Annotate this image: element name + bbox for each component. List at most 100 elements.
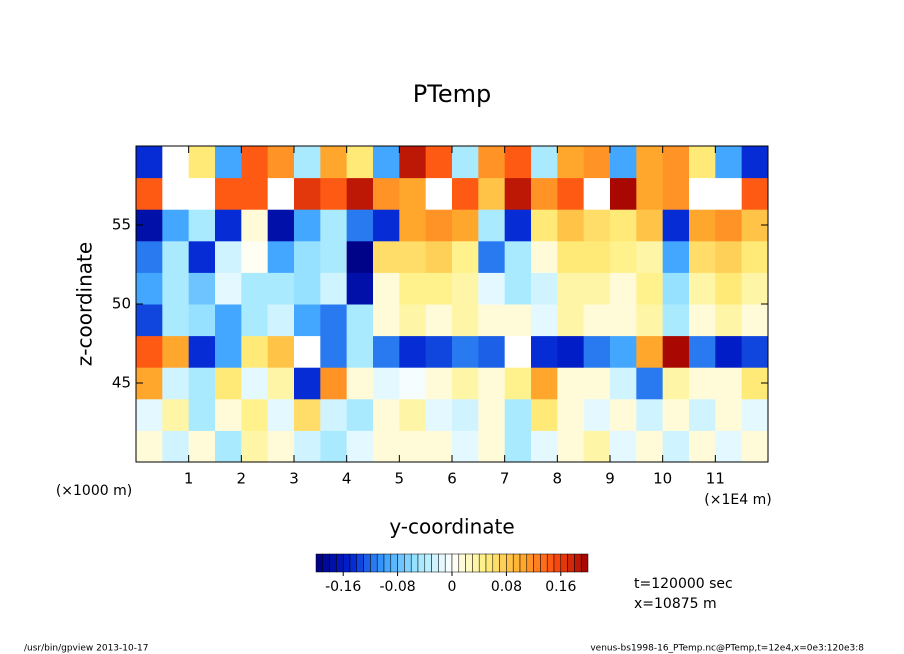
colorbar-box [546, 553, 555, 573]
x-unit: (×1E4 m) [704, 492, 771, 508]
cell [241, 304, 269, 337]
cell [346, 272, 374, 305]
colorbar-box [383, 553, 392, 573]
colorbar-box [329, 553, 337, 573]
colorbar-box [397, 553, 405, 573]
cell [136, 335, 163, 368]
colorbar-box [349, 553, 358, 573]
cell [636, 398, 664, 431]
cell [557, 272, 585, 305]
cell [320, 240, 348, 273]
cell [610, 335, 637, 368]
cell [320, 146, 348, 179]
colorbar-tick-label: -0.16 [325, 579, 361, 595]
cell [662, 335, 690, 368]
cell [583, 367, 611, 400]
cell [215, 398, 242, 431]
cell [346, 335, 374, 368]
cell [452, 177, 479, 210]
x-tick-label: 11 [706, 470, 725, 488]
cell [399, 177, 427, 210]
cell [399, 146, 427, 179]
cell [452, 304, 479, 337]
colorbar-box [560, 553, 568, 573]
cell [689, 398, 716, 431]
cell [294, 272, 321, 305]
colorbar-tick-label: -0.08 [379, 579, 415, 595]
cell [267, 430, 295, 463]
cell [531, 398, 558, 431]
cell [346, 367, 374, 400]
cell [346, 146, 374, 179]
cell [294, 240, 321, 273]
cell [188, 430, 216, 463]
cell [188, 335, 216, 368]
x-tick-label: 10 [653, 470, 672, 488]
cell [136, 146, 163, 179]
cell [241, 367, 269, 400]
cell [478, 209, 506, 242]
colorbar-box [492, 553, 500, 573]
cell [715, 177, 743, 210]
cell [294, 367, 321, 400]
cell [583, 398, 611, 431]
cell [531, 209, 558, 242]
cell [320, 367, 348, 400]
cell [531, 177, 558, 210]
cell [557, 335, 585, 368]
cell [504, 335, 532, 368]
x-tick-label: 5 [395, 470, 405, 488]
colorbar-box [472, 553, 480, 573]
cell [504, 272, 532, 305]
cell [136, 272, 163, 305]
cell [689, 335, 716, 368]
cell [425, 240, 453, 273]
cell [267, 335, 295, 368]
cell [162, 177, 190, 210]
cell [188, 146, 216, 179]
cell [557, 398, 585, 431]
cell [162, 272, 190, 305]
cell [267, 177, 295, 210]
cell [583, 430, 611, 463]
cell [162, 209, 190, 242]
cell [162, 146, 190, 179]
cell [320, 209, 348, 242]
colorbar-box [342, 553, 351, 573]
cell [399, 335, 427, 368]
cell [741, 240, 769, 273]
cell [636, 430, 664, 463]
x-tick-label: 6 [447, 470, 457, 488]
cell [346, 209, 374, 242]
colorbar-box [478, 553, 487, 573]
cell [741, 304, 769, 337]
y-tick-label: 55 [112, 216, 131, 234]
cell [215, 272, 242, 305]
x-tick-label: 1 [184, 470, 194, 488]
cell [662, 272, 690, 305]
colorbar-box [410, 553, 419, 573]
cell [215, 146, 242, 179]
cell [557, 209, 585, 242]
cell [689, 240, 716, 273]
cell [689, 177, 716, 210]
colorbar-box [526, 553, 534, 573]
cell [452, 367, 479, 400]
cell [636, 335, 664, 368]
cell [399, 209, 427, 242]
cell [504, 430, 532, 463]
colorbar-box [519, 553, 528, 573]
cell [610, 367, 637, 400]
cell [531, 304, 558, 337]
cell [373, 272, 400, 305]
cell [452, 430, 479, 463]
cell [373, 209, 400, 242]
cell [162, 367, 190, 400]
cell [715, 146, 743, 179]
cell [162, 335, 190, 368]
cell [346, 398, 374, 431]
colorbar-box [465, 553, 473, 573]
cell [741, 272, 769, 305]
footer: /usr/bin/gpview 2013-10-17 [24, 644, 148, 654]
